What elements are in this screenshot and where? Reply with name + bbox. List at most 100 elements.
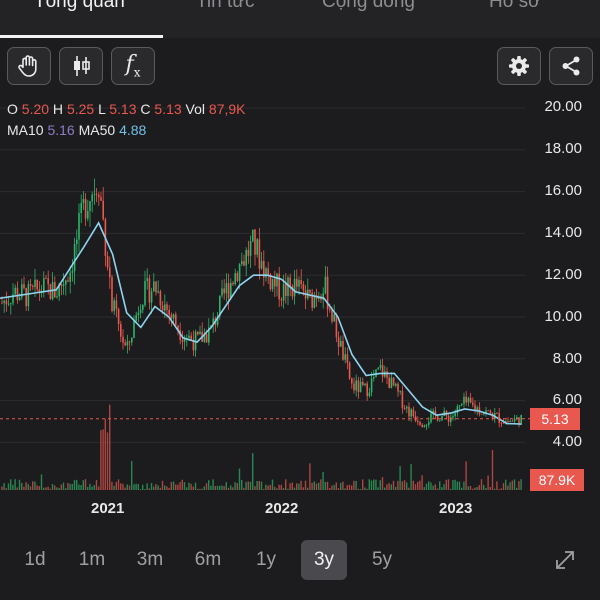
volume-bar (408, 487, 410, 490)
volume-bar (377, 487, 379, 490)
chart-type-button[interactable] (59, 47, 103, 85)
volume-bar (258, 480, 260, 490)
volume-bar (274, 486, 276, 490)
range-5y[interactable]: 5y (371, 549, 393, 570)
candle-body (29, 284, 32, 286)
volume-bar (280, 484, 282, 490)
range-1y[interactable]: 1y (255, 549, 277, 570)
candle-body (423, 425, 426, 427)
candle-body (476, 407, 478, 410)
volume-bar (271, 479, 274, 490)
volume-bar (485, 487, 487, 490)
volume-bar (203, 486, 205, 490)
candle-body (18, 297, 21, 300)
volume-bar (392, 480, 395, 490)
indicators-button[interactable]: fx (111, 47, 155, 85)
volume-bar (421, 475, 423, 490)
y-tick: 6.00 (552, 391, 582, 408)
candle-body (467, 397, 470, 403)
hand-tool-button[interactable] (7, 47, 51, 85)
volume-bar (419, 480, 421, 490)
volume-bar (159, 487, 161, 490)
volume-bar (478, 485, 480, 490)
volume-bar (439, 481, 441, 490)
volume-bar (238, 468, 241, 490)
tab-community[interactable]: Cộng đồng (322, 0, 415, 12)
volume-bar (168, 487, 170, 490)
candle-body (166, 304, 168, 310)
volume-bar (406, 482, 408, 490)
share-button[interactable] (549, 47, 593, 85)
candle-body (485, 410, 487, 413)
range-3m[interactable]: 3m (136, 549, 164, 570)
volume-bar (344, 488, 346, 490)
volume-bar (348, 484, 351, 490)
range-1m[interactable]: 1m (78, 549, 106, 570)
volume-bar (260, 481, 263, 490)
volume-bar (388, 483, 390, 490)
volume-bar (133, 484, 135, 490)
volume-bar (27, 484, 29, 490)
candle-body (509, 421, 511, 422)
candle-body (225, 283, 228, 294)
volume-bar (181, 479, 183, 490)
candle-body (410, 409, 412, 417)
candle-body (243, 261, 245, 266)
candle-body (58, 283, 60, 297)
candle-body (302, 283, 305, 291)
candle-body (144, 280, 146, 306)
volume-bar (199, 488, 201, 490)
tab-news[interactable]: Tin tức (196, 0, 255, 12)
volume-bar (175, 484, 177, 490)
volume-bar (227, 487, 230, 490)
candle-body (150, 291, 153, 303)
price-chart[interactable] (0, 90, 600, 490)
volume-bar (225, 482, 227, 490)
volume-bar (148, 488, 150, 490)
candle-body (142, 305, 144, 310)
candle-body (93, 193, 96, 195)
volume-bar (45, 487, 47, 490)
range-3y[interactable]: 3y (301, 540, 347, 580)
volume-bar (390, 484, 392, 490)
candle-body (465, 396, 467, 403)
volume-bar (157, 485, 159, 490)
candle-body (208, 327, 210, 343)
volume-bar (124, 487, 126, 490)
candle-body (381, 365, 384, 377)
volume-bar (467, 486, 469, 490)
volume-bar (368, 479, 370, 490)
candle-body (190, 335, 192, 340)
candle-body (258, 239, 261, 269)
volume-bar (247, 481, 249, 490)
candle-body (159, 291, 162, 306)
volume-bar (461, 487, 463, 490)
candle-body (392, 377, 395, 386)
candle-body (148, 278, 151, 303)
range-6m[interactable]: 6m (194, 549, 222, 570)
volume-bar (36, 485, 38, 490)
candle-body (122, 336, 124, 343)
volume-bar (465, 461, 467, 490)
candle-body (197, 331, 199, 335)
candle-body (216, 316, 219, 325)
volume-bar (172, 481, 175, 490)
volume-bar (516, 487, 518, 490)
volume-bar (131, 461, 133, 490)
range-1d[interactable]: 1d (24, 549, 46, 570)
candle-body (43, 278, 45, 292)
volume-bar (489, 486, 491, 490)
candle-body (399, 391, 401, 392)
tab-profile[interactable]: Hồ sơ (489, 0, 541, 12)
volume-bar (18, 479, 21, 490)
candle-body (192, 339, 195, 351)
volume-bar (403, 480, 406, 490)
settings-button[interactable] (497, 47, 541, 85)
volume-bar (109, 404, 111, 490)
candle-body (403, 408, 406, 409)
expand-icon[interactable] (553, 548, 577, 572)
tab-overview[interactable]: Tổng quan (34, 0, 125, 12)
volume-bar (326, 481, 329, 490)
volume-bar (428, 481, 430, 490)
volume-bar (29, 486, 32, 490)
